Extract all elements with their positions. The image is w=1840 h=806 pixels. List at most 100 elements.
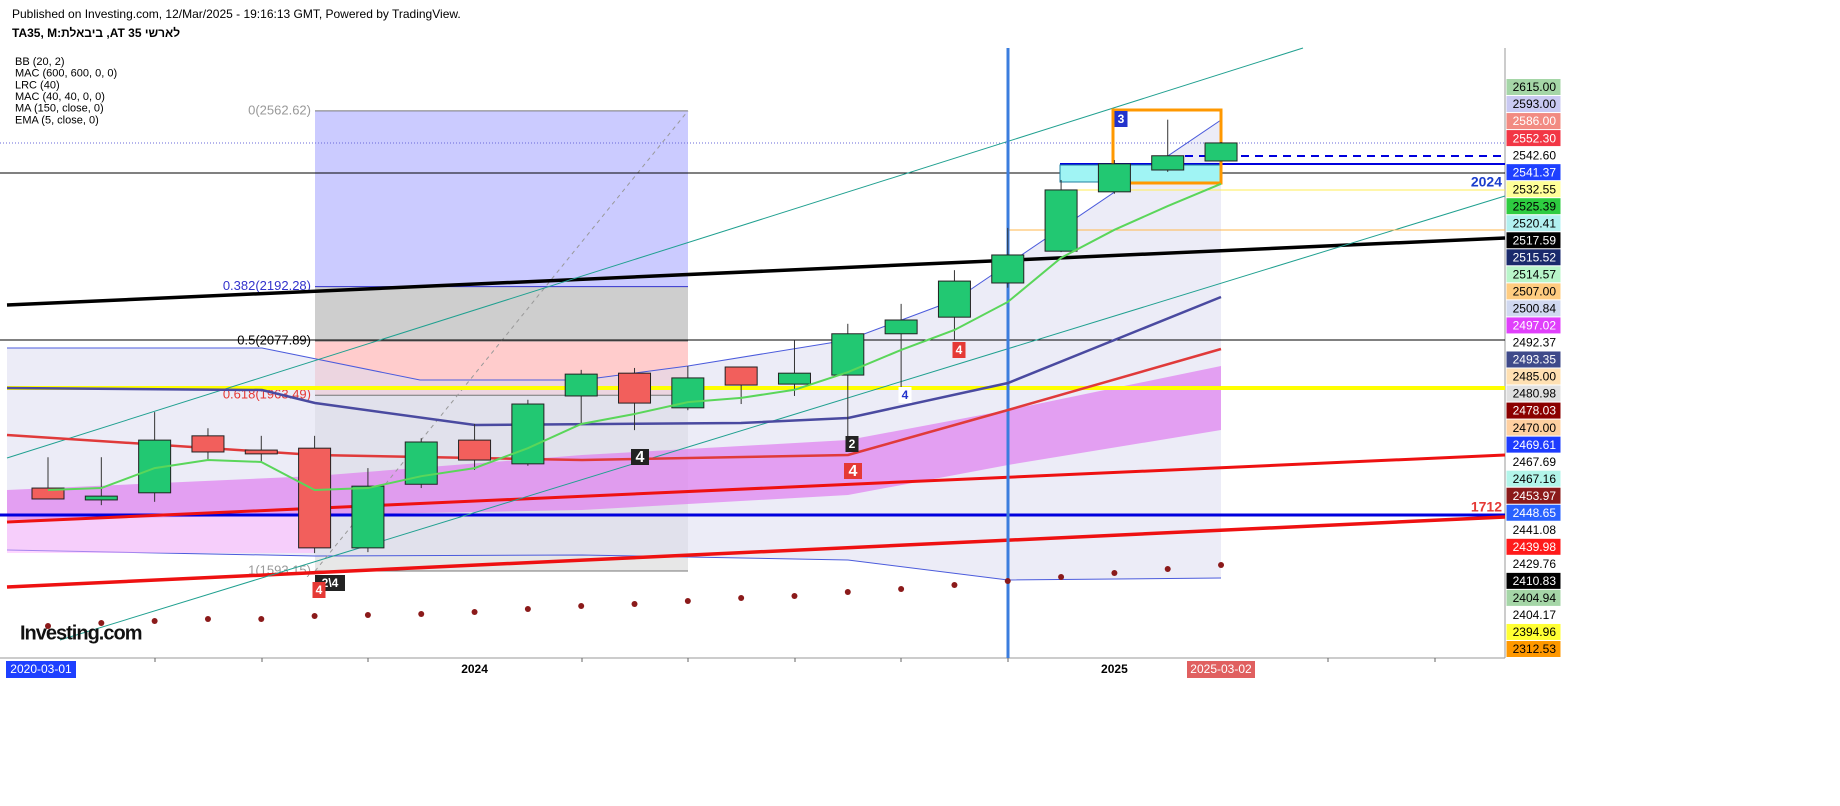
price-tag bbox=[1506, 130, 1561, 147]
indicator-label: LRC (40) bbox=[15, 79, 60, 91]
price-tag-label: 2525.39 bbox=[1513, 199, 1557, 213]
price-tag bbox=[1506, 300, 1561, 317]
price-tag-label: 2394.96 bbox=[1513, 625, 1557, 639]
sar-dot bbox=[524, 606, 531, 612]
indicator-label: MAC (600, 600, 0, 0) bbox=[15, 68, 117, 80]
price-tag bbox=[1506, 368, 1561, 385]
drawn-line bbox=[59, 195, 1506, 641]
wave-box bbox=[312, 582, 326, 598]
price-tag-label: 2410.83 bbox=[1513, 574, 1557, 588]
bb-lower bbox=[6, 549, 1222, 581]
candle-body bbox=[777, 372, 811, 385]
x-start-label: 2020-03-01 bbox=[10, 662, 72, 676]
sar-dot bbox=[1218, 562, 1225, 568]
candle-body bbox=[1044, 189, 1078, 252]
fib-label: 0(2562.62) bbox=[248, 102, 311, 117]
candle-body bbox=[564, 373, 598, 397]
price-tag-label: 2492.37 bbox=[1513, 336, 1557, 350]
x-tick-label: 2024 bbox=[461, 662, 488, 676]
price-tag-label: 2441.08 bbox=[1513, 523, 1557, 537]
candle-body bbox=[244, 449, 278, 455]
fib-zone bbox=[315, 286, 688, 341]
candle-body bbox=[511, 403, 545, 465]
candle-body bbox=[404, 441, 438, 485]
sar-dot bbox=[45, 623, 51, 629]
wave-box bbox=[844, 463, 862, 479]
wave-label: 2 bbox=[849, 437, 856, 451]
symbol: TA35, M:ביבאלת ,AT 35 לארשי bbox=[12, 26, 180, 40]
price-tag-label: 2593.00 bbox=[1513, 97, 1557, 111]
price-tag bbox=[1507, 334, 1560, 350]
price-tag bbox=[1506, 470, 1561, 487]
x-tick-label: 2025 bbox=[1101, 662, 1128, 676]
date-box bbox=[1187, 661, 1255, 678]
price-tag-label: 2507.00 bbox=[1513, 285, 1557, 299]
price-tag-label: 2552.30 bbox=[1513, 131, 1557, 145]
price-tag bbox=[1506, 504, 1561, 521]
price-tag-label: 2485.00 bbox=[1513, 370, 1557, 384]
price-tag-label: 2429.76 bbox=[1513, 557, 1557, 571]
wave-box bbox=[631, 449, 649, 465]
price-tag-label: 2467.69 bbox=[1513, 455, 1557, 469]
level-label: 1712 bbox=[1471, 499, 1502, 515]
wave-label: 4 bbox=[316, 583, 323, 597]
price-tag bbox=[1506, 164, 1561, 181]
price-tag bbox=[1506, 385, 1561, 402]
price-tag bbox=[1506, 79, 1561, 95]
candle-body bbox=[191, 435, 225, 453]
price-tag-label: 2586.00 bbox=[1513, 114, 1557, 128]
sar-dot bbox=[471, 609, 478, 615]
price-tag-label: 2615.00 bbox=[1513, 80, 1557, 94]
wave-label: 4 bbox=[636, 449, 645, 466]
sar-dot bbox=[1058, 574, 1065, 580]
price-tag-label: 2478.03 bbox=[1513, 404, 1557, 418]
sar-dot bbox=[151, 618, 158, 624]
price-tag-label: 2469.61 bbox=[1513, 438, 1557, 452]
sar-dot bbox=[418, 611, 425, 617]
candle-body bbox=[1204, 142, 1238, 162]
price-tag bbox=[1506, 589, 1561, 606]
price-tag-label: 2470.00 bbox=[1513, 421, 1557, 435]
wave-label: 2\4 bbox=[322, 576, 339, 590]
price-tag bbox=[1506, 538, 1561, 555]
price-tag-label: 2453.97 bbox=[1513, 489, 1557, 503]
wave-box bbox=[1114, 111, 1128, 127]
price-tag-label: 2497.02 bbox=[1513, 319, 1557, 333]
price-tag-label: 2448.65 bbox=[1513, 506, 1557, 520]
sar-dot bbox=[578, 603, 585, 609]
price-tag-label: 2500.84 bbox=[1513, 302, 1557, 316]
price-tag bbox=[1506, 198, 1561, 215]
candle-body bbox=[884, 319, 918, 335]
indicator-label: MAC (40, 40, 0, 0) bbox=[15, 91, 105, 103]
price-tag-label: 2480.98 bbox=[1513, 387, 1557, 401]
sar-dot bbox=[631, 601, 638, 607]
price-tag-label: 2404.17 bbox=[1513, 608, 1557, 622]
logo: Investing.com bbox=[20, 622, 142, 644]
price-tag bbox=[1507, 522, 1560, 538]
candle-body bbox=[618, 372, 652, 404]
price-tag bbox=[1507, 607, 1560, 623]
ma-purple bbox=[6, 295, 1222, 427]
price-tag-label: 2439.98 bbox=[1513, 540, 1557, 554]
sar-dot bbox=[791, 593, 798, 599]
fib-zone bbox=[315, 110, 688, 287]
price-tag-label: 2542.60 bbox=[1513, 148, 1557, 162]
price-tag bbox=[1506, 572, 1561, 589]
wave-label: 3 bbox=[1118, 112, 1125, 126]
candle-body bbox=[831, 333, 865, 376]
price-tag-label: 2515.52 bbox=[1513, 250, 1557, 264]
price-tag-label: 2514.57 bbox=[1513, 268, 1557, 282]
price-tag bbox=[1506, 266, 1561, 283]
price-tag-label: 2541.37 bbox=[1513, 165, 1557, 179]
price-tag bbox=[1506, 419, 1561, 436]
candle-body bbox=[671, 377, 705, 409]
wave-label: 4 bbox=[902, 388, 909, 402]
x-end-label: 2025-03-02 bbox=[1190, 662, 1252, 676]
candle-body bbox=[84, 495, 118, 501]
sar-dot bbox=[98, 620, 105, 626]
sar-dot bbox=[364, 612, 371, 618]
sar-dot bbox=[844, 589, 851, 595]
wave-box bbox=[898, 387, 912, 403]
